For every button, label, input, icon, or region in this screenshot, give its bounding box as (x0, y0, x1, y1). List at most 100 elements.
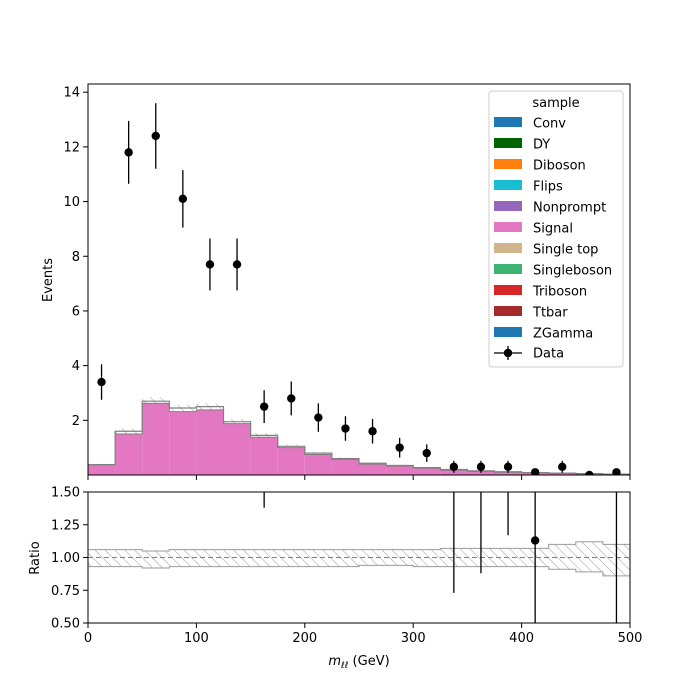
main-panel: 2 4 6 8 10 12 14 Events (41, 83, 631, 480)
data-point (259, 402, 269, 411)
ratio-y-tick-label: 1.50 (51, 486, 80, 501)
data-point (314, 413, 323, 422)
data-point (422, 448, 431, 458)
legend-frame (488, 90, 624, 368)
legend-swatch (494, 327, 522, 337)
ratio-band-bin (331, 549, 359, 567)
legend-label: Ttbar (532, 306, 568, 321)
ratio-uncertainty-band (88, 541, 630, 586)
legend-entries: Conv DY Diboson Flips Nonprompt Signal Single … (494, 117, 612, 362)
ratio-band-bin (304, 549, 332, 567)
main-y-tick-label: 8 (72, 250, 80, 265)
data-point (585, 470, 594, 475)
legend-label: Flips (533, 180, 563, 195)
ratio-y-tick-label: 1.00 (51, 551, 80, 566)
data-points (97, 103, 621, 475)
legend-label: Triboson (532, 285, 587, 300)
signal-bar (142, 403, 170, 475)
legend-label: Conv (533, 117, 566, 132)
ratio-band-bin (142, 550, 170, 568)
signal-bar (250, 437, 278, 475)
signal-bar (494, 472, 522, 475)
ratio-x-tick-label: 300 (401, 631, 426, 646)
signal-bar (223, 423, 251, 475)
ratio-points (263, 492, 618, 623)
data-point (395, 443, 404, 452)
signal-bar (169, 411, 197, 475)
ratio-band-lower (88, 564, 630, 577)
ratio-y-tick-label: 0.75 (51, 584, 80, 599)
ratio-x-tick-label: 500 (618, 631, 643, 646)
signal-bar (115, 433, 143, 475)
data-point (124, 148, 133, 157)
legend-swatch (494, 138, 522, 148)
data-point (97, 377, 106, 387)
ratio-band-bin (250, 549, 278, 567)
main-y-tick-label: 14 (63, 86, 80, 101)
main-y-tick-label: 4 (72, 359, 80, 374)
data-point (612, 468, 621, 475)
signal-bar (88, 464, 116, 475)
ratio-x-tick-label: 100 (184, 631, 209, 646)
main-y-tick-label: 12 (63, 140, 80, 155)
legend-label: Nonprompt (533, 201, 606, 216)
x-axis-label-var: m (328, 654, 341, 669)
ratio-x-tick-label: 0 (84, 631, 92, 646)
main-y-tick-label: 6 (72, 304, 80, 319)
main-y-tick-label: 10 (63, 195, 80, 210)
ratio-band-bin (115, 549, 143, 567)
stack-histogram (88, 397, 630, 475)
ratio-point (530, 536, 540, 545)
data-point (232, 260, 242, 269)
legend-label: DY (533, 138, 550, 153)
data-point (287, 394, 296, 403)
data-point (558, 462, 567, 471)
main-y-tick-label: 2 (72, 414, 80, 429)
legend-label-data: Data (533, 347, 564, 362)
ratio-y-tick-label: 1.25 (51, 518, 80, 533)
ratio-band-bin (575, 541, 603, 572)
ratio-x-tick-label: 400 (509, 631, 534, 646)
legend-swatch (494, 159, 522, 169)
legend-label: Diboson (533, 159, 586, 174)
legend-label: Singleboson (533, 264, 612, 279)
legend-data-marker (503, 348, 513, 358)
ratio-y-ticks: 0.50 0.75 1.00 1.25 1.50 (51, 486, 88, 632)
ratio-band-bin (88, 549, 116, 567)
main-y-axis-label: Events (41, 258, 56, 302)
signal-bar (386, 465, 414, 475)
x-axis-label-sub: ℓℓ (340, 661, 348, 671)
main-y-ticks: 2 4 6 8 10 12 14 (63, 86, 88, 429)
main-axes-frame (87, 83, 631, 476)
signal-bar (413, 468, 441, 475)
legend-swatch (494, 243, 522, 253)
legend-swatch (494, 201, 522, 211)
legend-title: sample (532, 96, 579, 111)
legend-swatch (494, 180, 522, 190)
legend-swatch (494, 264, 522, 274)
main-x-ticks (87, 475, 631, 480)
ratio-band-bin (223, 549, 251, 567)
x-axis-label: mℓℓ (GeV) (328, 654, 389, 671)
ratio-y-axis-label: Ratio (28, 541, 43, 574)
data-point (341, 424, 350, 433)
ratio-band-upper (88, 541, 630, 552)
ratio-band-bin (277, 549, 305, 567)
signal-bar (359, 464, 387, 475)
ratio-band-bin (386, 549, 414, 566)
ratio-panel: 0.50 0.75 1.00 1.25 1.50 0 100 200 300 400 500 Ra… (28, 486, 643, 672)
legend-label: Signal (533, 222, 573, 237)
data-point (449, 462, 459, 471)
ratio-y-tick-label: 0.50 (51, 617, 80, 632)
signal-bar (304, 454, 332, 475)
ratio-band-bin (548, 544, 576, 570)
legend-swatch (494, 306, 522, 316)
signal-bar (277, 447, 305, 475)
ratio-band-bin (169, 549, 197, 567)
legend-swatch (494, 117, 522, 127)
data-point (151, 131, 160, 141)
data-point (178, 194, 188, 204)
x-axis-label-unit: (GeV) (348, 654, 389, 669)
data-point (476, 462, 486, 471)
